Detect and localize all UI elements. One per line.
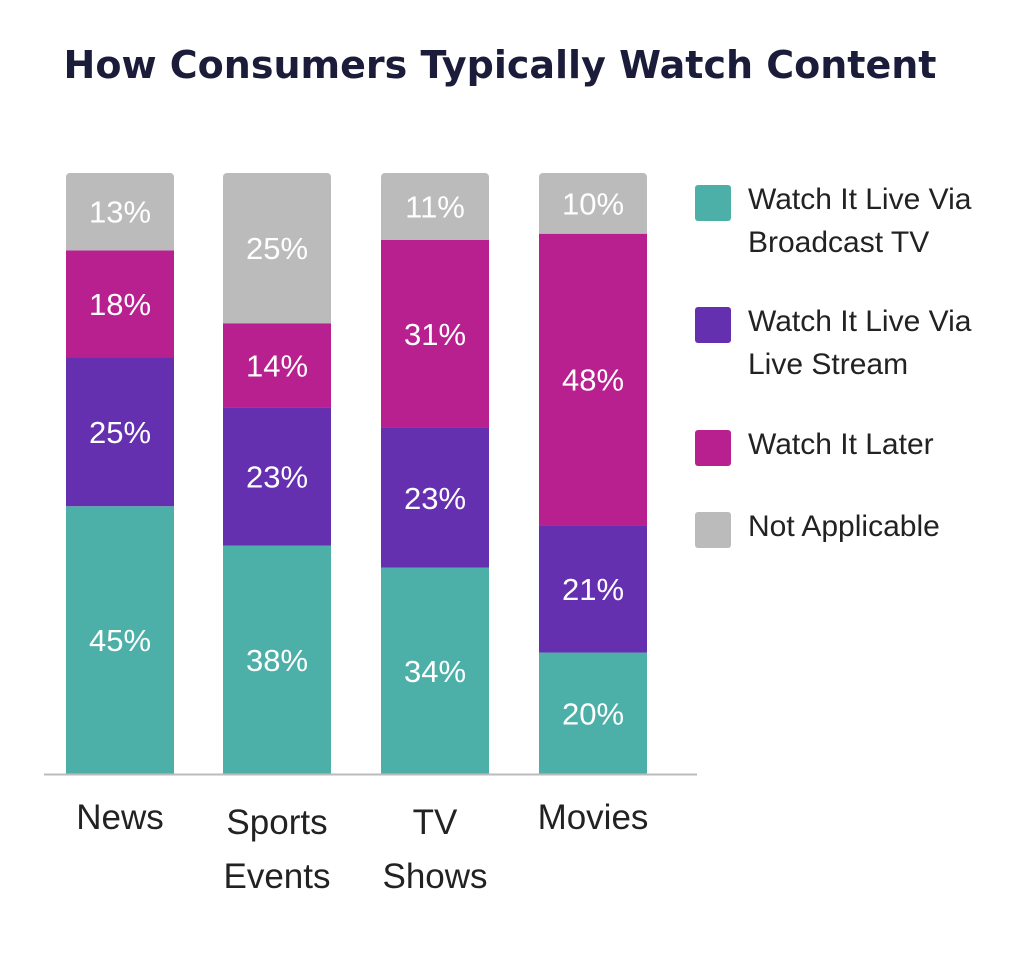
- legend-item: Watch It Later: [695, 428, 934, 466]
- data-label: 10%: [562, 186, 624, 221]
- data-label: 20%: [562, 696, 624, 731]
- bar-segment: [66, 173, 174, 251]
- data-label: 14%: [246, 348, 308, 383]
- data-label: 18%: [89, 287, 151, 322]
- data-label: 13%: [89, 195, 151, 230]
- data-label: 23%: [404, 481, 466, 516]
- category-label: News: [76, 798, 164, 837]
- bar-stack-2: [381, 173, 489, 774]
- bar-segment: [539, 652, 647, 774]
- bar-segment: [539, 173, 647, 234]
- data-label: 11%: [405, 189, 465, 224]
- bars: 45% 25% 18% 13% 38% 23% 14% 25% 34% 23% 31% 11% 20% 2…: [66, 173, 647, 774]
- bar-segment: [223, 407, 331, 546]
- data-label: 48%: [562, 362, 624, 397]
- bar-segment: [381, 567, 489, 774]
- chart-title: How Consumers Typically Watch Content: [64, 43, 937, 87]
- data-label: 25%: [246, 231, 308, 266]
- data-label: 25%: [89, 415, 151, 450]
- legend-label: Not Applicable: [748, 510, 940, 543]
- legend-swatch: [695, 185, 731, 221]
- legend-swatch: [695, 430, 731, 466]
- bar-segment: [223, 173, 331, 324]
- bar-segment: [381, 427, 489, 568]
- legend-label: Watch It Later: [748, 428, 934, 461]
- legend-label: Watch It Live Via Live Stream: [748, 305, 972, 381]
- bar-segment: [66, 506, 174, 774]
- legend-swatch: [695, 307, 731, 343]
- legend-label: Watch It Live Via Broadcast TV: [748, 183, 972, 259]
- bar-segment: [66, 250, 174, 358]
- bar-stack-1: [223, 173, 331, 774]
- data-label: 45%: [89, 623, 151, 658]
- legend-item: Watch It Live Via Live Stream: [695, 305, 972, 381]
- bar-segment: [223, 323, 331, 408]
- category-label: Movies: [538, 798, 649, 837]
- data-label: 38%: [246, 643, 308, 678]
- bar-segment: [539, 525, 647, 653]
- bar-stack-0: [66, 173, 174, 774]
- legend-item: Not Applicable: [695, 510, 940, 548]
- legend-item: Watch It Live Via Broadcast TV: [695, 183, 972, 259]
- category-label: Sports Events: [224, 803, 331, 896]
- data-label: 34%: [404, 654, 466, 689]
- bar-segment: [381, 239, 489, 428]
- bar-segment: [66, 357, 174, 507]
- bar-stack-3: [539, 173, 647, 774]
- bar-segment: [223, 545, 331, 774]
- bar-segment: [381, 173, 489, 240]
- data-label: 31%: [404, 317, 466, 352]
- bar-segment: [539, 233, 647, 526]
- legend: Watch It Live Via Broadcast TV Watch It Li…: [695, 183, 972, 548]
- legend-swatch: [695, 512, 731, 548]
- data-label: 21%: [562, 572, 624, 607]
- category-label: TV Shows: [382, 803, 487, 896]
- data-label: 23%: [246, 460, 308, 495]
- category-labels: News Sports Events TV Shows Movies: [76, 798, 648, 896]
